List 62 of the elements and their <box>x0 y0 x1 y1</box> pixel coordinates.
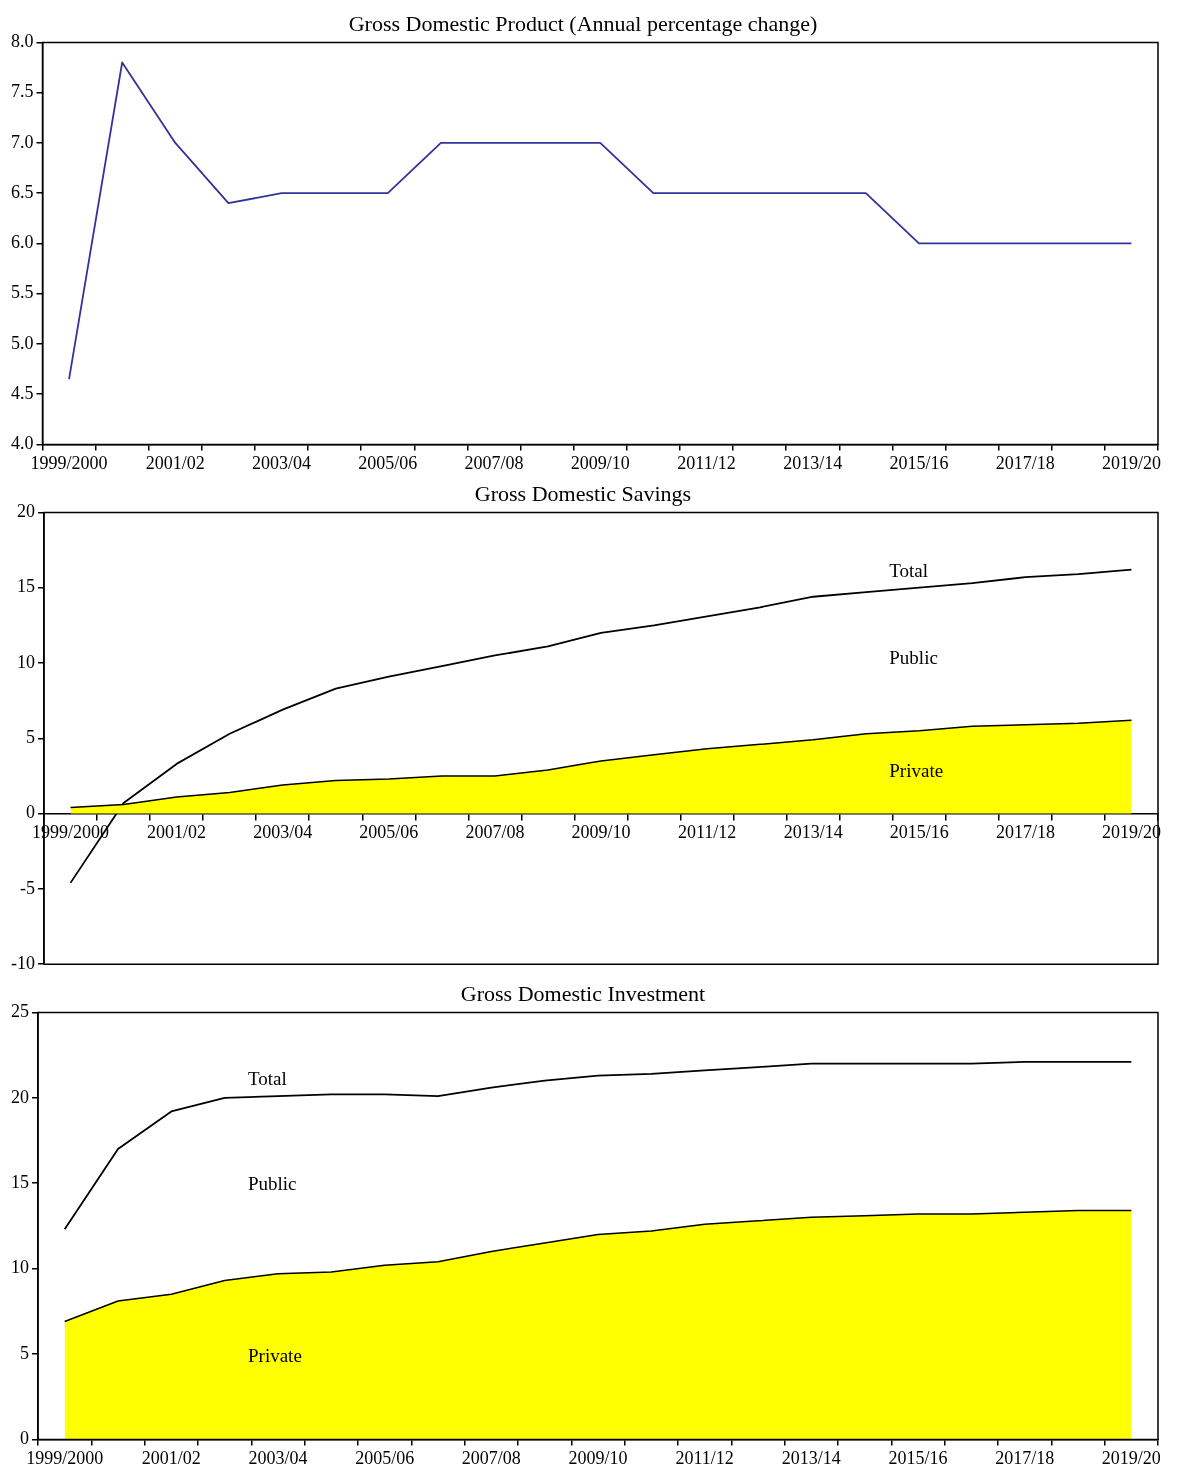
y-tick-label: 5.5 <box>11 282 34 303</box>
x-tick-label: 2019/20 <box>1101 452 1161 473</box>
x-tick-label: 2017/18 <box>995 822 1055 843</box>
y-tick-label: 20 <box>16 501 35 522</box>
chart-title: Gross Domestic Product (Annual percentage change) <box>348 10 818 36</box>
x-tick-label: 2003/04 <box>253 822 313 843</box>
y-tick-label: 15 <box>11 1171 29 1192</box>
y-tick-label: 15 <box>16 576 35 597</box>
y-tick-label: 25 <box>11 1001 29 1022</box>
x-tick-label: 1999/2000 <box>30 452 108 473</box>
y-tick-label: 7.0 <box>11 131 34 152</box>
series-label: Private <box>248 1344 302 1366</box>
x-tick-label: 2007/08 <box>461 1447 521 1468</box>
y-tick-label: 7.5 <box>11 81 34 102</box>
y-tick-label: 5 <box>25 727 35 748</box>
y-tick-label: 8.0 <box>11 31 34 52</box>
series-label: Total <box>889 559 929 581</box>
y-tick-label: 4.5 <box>11 382 34 403</box>
y-tick-label: 5.0 <box>11 332 34 353</box>
x-tick-label: 2001/02 <box>145 452 205 473</box>
x-tick-label: 2015/16 <box>888 1447 948 1468</box>
annotation: Public <box>889 647 938 669</box>
y-tick-label: 10 <box>16 651 35 672</box>
x-tick-label: 2013/14 <box>783 452 843 473</box>
series-label: Private <box>889 760 944 782</box>
x-tick-label: 2005/06 <box>359 822 419 843</box>
x-tick-label: 2013/14 <box>781 1447 841 1468</box>
x-tick-label: 2007/08 <box>465 822 525 843</box>
y-tick-label: 4.0 <box>11 433 34 454</box>
chart-title: Gross Domestic Investment <box>460 980 706 1006</box>
x-tick-label: 2019/20 <box>1101 1447 1161 1468</box>
x-tick-label: 2017/18 <box>995 452 1055 473</box>
y-tick-label: 0 <box>25 802 35 823</box>
y-tick-label: 6.5 <box>11 181 34 202</box>
x-tick-label: 1999/2000 <box>26 1447 104 1468</box>
x-tick-label: 2003/04 <box>248 1447 308 1468</box>
x-tick-label: 2009/10 <box>570 452 630 473</box>
y-tick-label: 6.0 <box>11 232 34 253</box>
x-tick-label: 2009/10 <box>568 1447 628 1468</box>
y-tick-label: 20 <box>11 1086 29 1107</box>
x-tick-label: 2013/14 <box>783 822 843 843</box>
y-tick-label: 5 <box>20 1342 29 1363</box>
x-tick-label: 2015/16 <box>889 452 949 473</box>
x-tick-label: 2003/04 <box>252 452 312 473</box>
x-tick-label: 2005/06 <box>358 452 418 473</box>
x-tick-label: 2001/02 <box>141 1447 201 1468</box>
y-tick-label: 10 <box>11 1257 29 1278</box>
chart-title: Gross Domestic Savings <box>474 480 692 506</box>
x-tick-label: 2007/08 <box>464 452 524 473</box>
x-tick-label: 2015/16 <box>889 822 949 843</box>
y-tick-label: -5 <box>19 877 35 898</box>
x-tick-label: 2011/12 <box>677 452 736 473</box>
x-tick-label: 2005/06 <box>355 1447 415 1468</box>
x-tick-label: 2011/12 <box>677 822 737 843</box>
annotation: Public <box>248 1172 297 1194</box>
x-tick-label: 2011/12 <box>675 1447 734 1468</box>
x-tick-label: 2017/18 <box>995 1447 1055 1468</box>
y-tick-label: -10 <box>10 952 35 973</box>
x-tick-label: 2001/02 <box>147 822 207 843</box>
x-tick-label: 2009/10 <box>571 822 631 843</box>
y-tick-label: 0 <box>20 1428 29 1449</box>
series-label: Total <box>248 1068 287 1090</box>
